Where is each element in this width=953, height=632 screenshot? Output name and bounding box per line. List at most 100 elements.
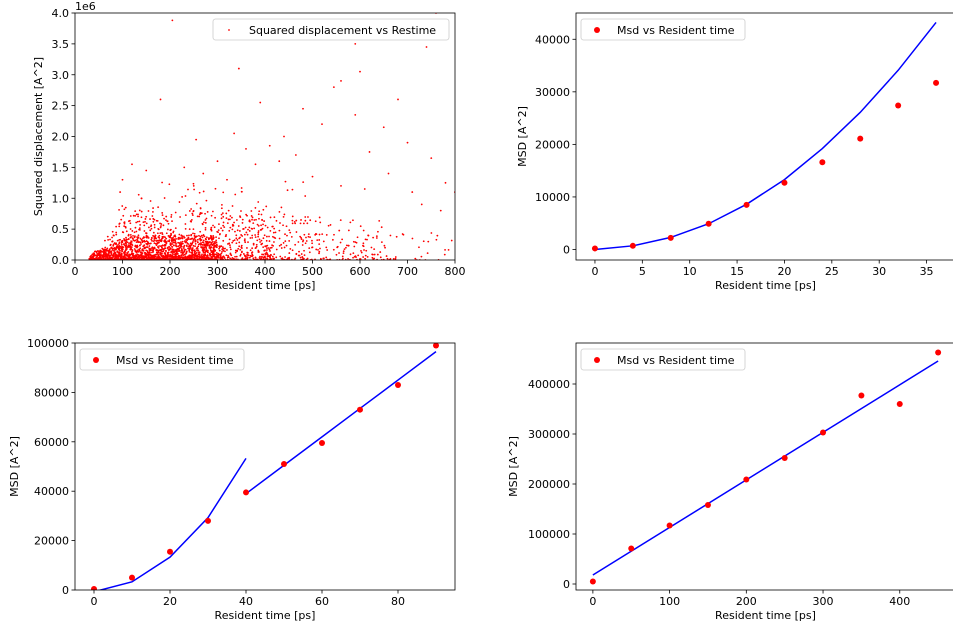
data-point bbox=[308, 247, 311, 250]
x-tick-label: 700 bbox=[397, 265, 418, 278]
data-point bbox=[173, 235, 176, 237]
data-point bbox=[858, 392, 865, 399]
data-point bbox=[119, 238, 122, 241]
data-point bbox=[375, 237, 378, 239]
data-point bbox=[325, 256, 328, 259]
data-point bbox=[352, 219, 354, 222]
data-point bbox=[189, 246, 192, 249]
data-point bbox=[279, 222, 281, 224]
data-point bbox=[283, 213, 286, 216]
data-point bbox=[197, 245, 200, 248]
data-point bbox=[89, 258, 92, 260]
data-point bbox=[143, 240, 146, 243]
data-point bbox=[262, 256, 265, 259]
data-point bbox=[933, 79, 940, 86]
data-point bbox=[160, 246, 163, 249]
data-point bbox=[229, 244, 231, 247]
data-point bbox=[357, 406, 363, 413]
data-point bbox=[193, 232, 196, 235]
data-point bbox=[202, 241, 205, 244]
data-point bbox=[104, 239, 106, 242]
data-point bbox=[198, 234, 200, 237]
data-point bbox=[209, 237, 211, 239]
data-point bbox=[368, 151, 371, 153]
data-point bbox=[322, 257, 325, 260]
data-point bbox=[119, 246, 122, 248]
data-point bbox=[245, 231, 248, 234]
data-point bbox=[192, 244, 195, 247]
data-point bbox=[188, 250, 191, 253]
data-point bbox=[433, 343, 439, 349]
data-point bbox=[123, 225, 126, 228]
data-point bbox=[220, 227, 222, 230]
x-tick-label: 600 bbox=[350, 265, 371, 278]
data-point bbox=[165, 241, 168, 244]
data-point bbox=[261, 227, 264, 230]
data-point bbox=[215, 236, 217, 239]
legend-marker bbox=[228, 29, 230, 31]
data-point bbox=[134, 239, 137, 242]
data-point bbox=[291, 215, 294, 218]
data-point bbox=[190, 208, 193, 210]
data-point bbox=[450, 239, 453, 242]
data-point bbox=[299, 256, 302, 259]
data-point bbox=[96, 257, 99, 260]
data-point bbox=[349, 221, 352, 224]
data-point bbox=[198, 213, 201, 216]
data-point bbox=[278, 244, 281, 247]
data-point bbox=[172, 248, 175, 251]
data-point bbox=[120, 252, 123, 255]
data-point bbox=[201, 248, 204, 250]
data-point bbox=[89, 255, 92, 258]
data-point bbox=[263, 249, 266, 252]
data-point bbox=[372, 258, 375, 260]
legend-marker bbox=[93, 357, 99, 363]
data-point bbox=[155, 244, 158, 247]
data-point bbox=[219, 254, 222, 257]
data-point bbox=[135, 241, 138, 244]
data-point bbox=[189, 238, 192, 240]
data-point bbox=[206, 211, 209, 213]
data-point bbox=[284, 233, 286, 236]
data-point bbox=[300, 219, 302, 221]
data-point bbox=[183, 245, 185, 248]
plot-area bbox=[91, 343, 439, 590]
data-point bbox=[240, 190, 243, 193]
data-point bbox=[118, 209, 120, 211]
data-point bbox=[298, 254, 301, 257]
data-point bbox=[589, 578, 596, 585]
data-point bbox=[372, 253, 374, 256]
data-point bbox=[229, 226, 232, 229]
data-point bbox=[188, 228, 191, 231]
data-point bbox=[215, 241, 218, 244]
data-point bbox=[225, 254, 228, 257]
data-point bbox=[233, 221, 235, 224]
data-point bbox=[629, 242, 636, 249]
data-point bbox=[371, 256, 374, 259]
data-point bbox=[743, 476, 750, 483]
data-point bbox=[139, 247, 142, 250]
data-point bbox=[196, 246, 199, 249]
fit-line bbox=[594, 21, 937, 251]
data-point bbox=[251, 247, 254, 250]
data-point bbox=[164, 253, 167, 255]
data-point bbox=[273, 216, 276, 219]
data-point bbox=[195, 235, 198, 238]
data-point bbox=[196, 255, 199, 257]
data-point bbox=[205, 244, 208, 246]
data-point bbox=[247, 254, 250, 257]
data-point bbox=[254, 257, 257, 259]
data-point bbox=[291, 219, 294, 222]
data-point bbox=[129, 228, 132, 230]
data-point bbox=[225, 212, 228, 215]
data-point bbox=[373, 248, 376, 251]
data-point bbox=[126, 253, 129, 255]
data-point bbox=[201, 253, 203, 256]
data-point bbox=[395, 381, 401, 388]
data-point bbox=[140, 210, 143, 213]
data-point bbox=[252, 257, 255, 260]
data-point bbox=[136, 240, 139, 243]
data-point bbox=[137, 213, 139, 216]
data-point bbox=[199, 255, 201, 258]
data-point bbox=[161, 233, 164, 236]
